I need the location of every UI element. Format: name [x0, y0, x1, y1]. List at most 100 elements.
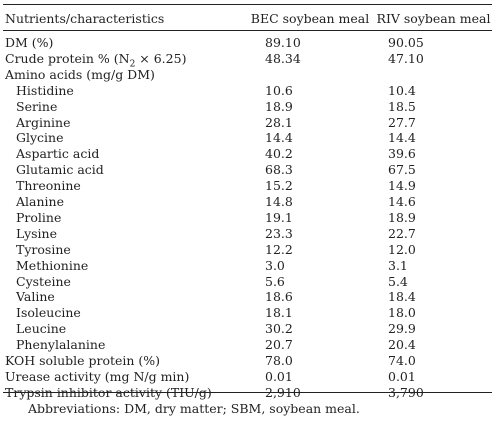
table-row: Leucine 30.2 29.9	[3, 321, 492, 337]
cell-riv-value: 90.05	[388, 35, 424, 50]
row-label: Amino acids (mg/g DM)	[5, 67, 155, 83]
row-label-text: KOH soluble protein (%)	[5, 353, 161, 368]
table-row: Glycine 14.4 14.4	[3, 130, 492, 146]
row-label: Alanine	[16, 194, 64, 210]
cell-bec-value: 0.01	[265, 368, 293, 384]
row-label: Arginine	[16, 115, 71, 131]
table-row: KOH soluble protein (%) 78.0 74.0	[3, 353, 492, 369]
row-label: Serine	[16, 99, 57, 115]
cell-bec-value: 68.3	[265, 162, 293, 178]
table-footnote: Abbreviations: DM, dry matter; SBM, soyb…	[28, 401, 360, 416]
row-label-text: Serine	[16, 98, 58, 114]
row-label-text: Leucine	[16, 321, 67, 337]
table-row: Glutamic acid 68.3 67.5	[3, 162, 492, 178]
row-label-text: Alanine	[16, 194, 64, 209]
cell-bec-value: 19.1	[265, 209, 293, 225]
cell-riv-value: 20.4	[388, 337, 416, 353]
row-label-text: Threonine	[16, 178, 81, 194]
table-row: Proline 19.1 18.9	[3, 210, 492, 226]
cell-bec-value: 28.1	[265, 114, 293, 130]
row-label-text: Proline	[16, 209, 62, 225]
row-label: Proline	[16, 210, 61, 226]
row-label-text: Histidine	[16, 82, 74, 98]
row-label-text: Isoleucine	[16, 305, 81, 321]
row-label-text: Crude protein % (N	[5, 50, 130, 66]
table-row: Methionine 3.0 3.1	[3, 258, 492, 274]
row-label-text: Phenylalanine	[16, 337, 106, 353]
table-row: Phenylalanine 20.7 20.4	[3, 337, 492, 353]
cell-bec-value: 10.6	[265, 82, 293, 98]
table-row: Tyrosine 12.2 12.0	[3, 242, 492, 258]
cell-riv-value: 3.1	[388, 257, 408, 273]
cell-bec-value: 18.9	[265, 98, 293, 114]
row-label: Urease activity (mg N/g min)	[5, 369, 189, 385]
row-label-text: Glycine	[16, 130, 64, 146]
row-label: Crude protein % (N2 × 6.25)	[5, 50, 186, 70]
row-label-text: Tyrosine	[16, 241, 71, 257]
row-label: Isoleucine	[16, 305, 81, 321]
row-label-text: Lysine	[16, 225, 58, 241]
cell-bec-value: 23.3	[265, 225, 293, 241]
row-label-text: Cysteine	[16, 273, 71, 289]
table-row: Arginine 28.1 27.7	[3, 115, 492, 131]
table-row: Crude protein % (N2 × 6.25) 48.34 47.10	[3, 50, 492, 70]
table-row: Aspartic acid 40.2 39.6	[3, 146, 492, 162]
row-label: Cysteine	[16, 274, 71, 290]
cell-riv-value: 10.4	[388, 82, 416, 98]
table-row: Alanine 14.8 14.6	[3, 194, 492, 210]
table-row: Serine 18.9 18.5	[3, 99, 492, 115]
table-bottom-rule	[3, 392, 492, 393]
cell-riv-value: 18.0	[388, 305, 416, 321]
table-top-rule	[3, 4, 492, 5]
row-label-text: Valine	[16, 289, 55, 305]
row-label: Glutamic acid	[16, 162, 104, 178]
cell-riv-value: 47.10	[388, 50, 424, 66]
cell-riv-value: 18.9	[388, 209, 416, 225]
table-header-rule	[3, 30, 492, 31]
cell-bec-value: 18.1	[265, 305, 293, 321]
row-label: DM (%)	[5, 35, 53, 51]
row-label: Phenylalanine	[16, 337, 105, 353]
cell-riv-value: 67.5	[388, 162, 416, 178]
row-label: Methionine	[16, 258, 88, 274]
header-label: Nutrients/characteristics	[5, 11, 165, 26]
table-row: Valine 18.6 18.4	[3, 289, 492, 305]
row-label: KOH soluble protein (%)	[5, 353, 160, 369]
cell-riv-value: 14.9	[388, 178, 416, 194]
row-label-text: Aspartic acid	[16, 146, 100, 162]
table-row: Threonine 15.2 14.9	[3, 178, 492, 194]
cell-riv-value: 29.9	[388, 321, 416, 337]
table-row: Lysine 23.3 22.7	[3, 226, 492, 242]
cell-bec-value: 89.10	[265, 35, 301, 50]
row-label: Aspartic acid	[16, 146, 99, 162]
cell-bec-value: 14.8	[265, 194, 293, 209]
row-label-text: Methionine	[16, 257, 89, 273]
cell-riv-value: 5.4	[388, 273, 408, 289]
table-row: Isoleucine 18.1 18.0	[3, 305, 492, 321]
row-label: Histidine	[16, 83, 74, 99]
table-row: Histidine 10.6 10.4	[3, 83, 492, 99]
cell-bec-value: 3.0	[265, 257, 285, 273]
cell-bec-value: 5.6	[265, 273, 285, 289]
row-label-subscript: 2	[129, 59, 136, 70]
row-label: Glycine	[16, 130, 64, 146]
row-label-text: Amino acids (mg/g DM)	[5, 66, 155, 82]
table-header-row: Nutrients/characteristics BEC soybean me…	[3, 11, 492, 27]
cell-bec-value: 48.34	[265, 50, 301, 66]
row-label-text: Urease activity (mg N/g min)	[5, 368, 190, 384]
cell-riv-value: 12.0	[388, 241, 416, 257]
cell-bec-value: 14.4	[265, 130, 293, 146]
header-riv-soybean-meal: RIV soybean meal	[376, 11, 491, 26]
header-bec-soybean-meal: BEC soybean meal	[250, 11, 370, 26]
cell-riv-value: 14.4	[388, 130, 416, 146]
row-label: Lysine	[16, 226, 57, 242]
cell-riv-value: 74.0	[388, 353, 416, 368]
row-label: Valine	[16, 289, 55, 305]
cell-riv-value: 18.4	[388, 289, 416, 305]
table-row: Cysteine 5.6 5.4	[3, 274, 492, 290]
cell-bec-value: 18.6	[265, 289, 293, 305]
row-label-text: Arginine	[16, 114, 71, 130]
cell-bec-value: 40.2	[265, 146, 293, 162]
cell-bec-value: 20.7	[265, 337, 293, 353]
row-label: Leucine	[16, 321, 66, 337]
